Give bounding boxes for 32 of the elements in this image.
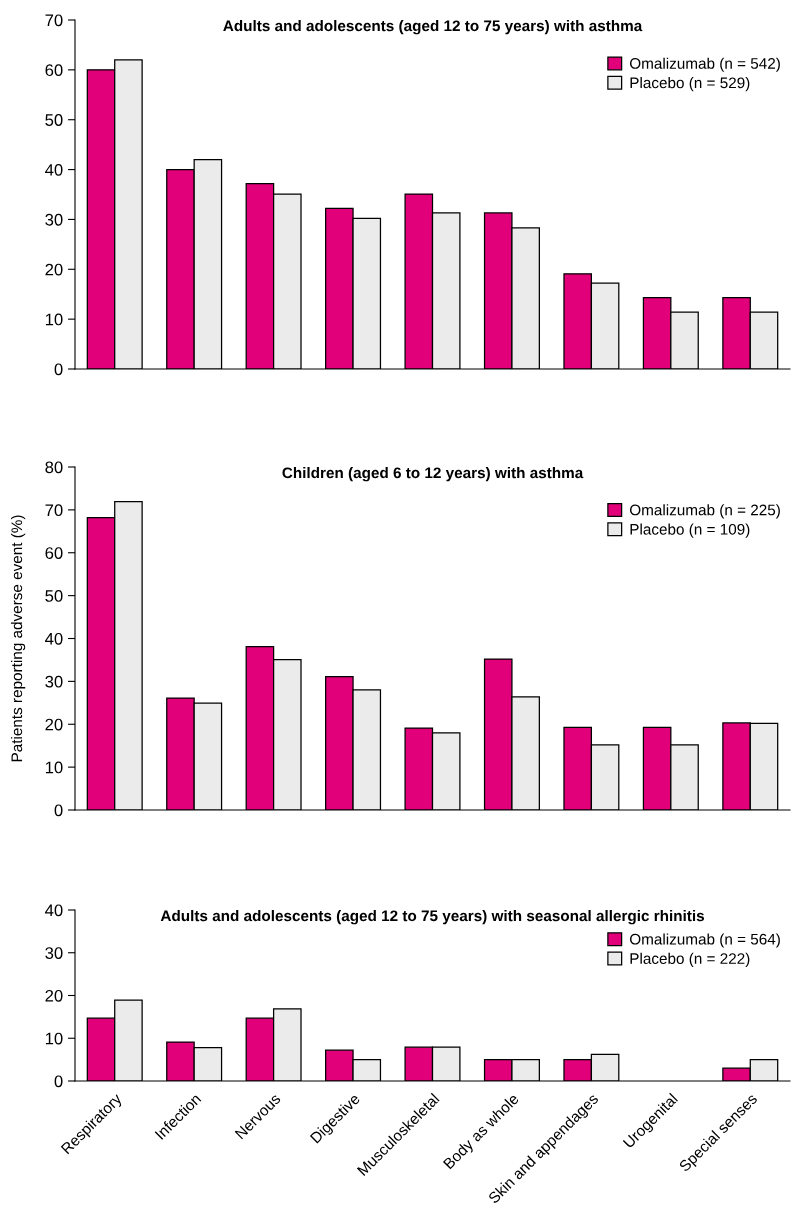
y-axis-title: Patients reporting adverse event (%) bbox=[10, 515, 26, 762]
y-tick-label: 0 bbox=[54, 363, 63, 376]
chart-title: Children (aged 6 to 12 years) with asthma bbox=[282, 467, 584, 482]
y-tick-label: 30 bbox=[45, 213, 63, 226]
legend-label: Placebo (n = 529) bbox=[630, 76, 750, 92]
y-tick-label: 60 bbox=[45, 547, 63, 559]
y-tick-label: 30 bbox=[45, 675, 63, 688]
y-tick-label: 30 bbox=[45, 947, 63, 959]
legend-label: Omalizumab (n = 542) bbox=[630, 57, 780, 72]
legend-label: Omalizumab (n = 564) bbox=[630, 933, 780, 948]
y-tick-label: 70 bbox=[45, 14, 63, 27]
y-tick-label: 0 bbox=[54, 804, 63, 817]
y-tick-label: 0 bbox=[54, 1075, 63, 1088]
y-tick-label: 40 bbox=[45, 632, 63, 645]
y-tick-label: 10 bbox=[45, 761, 63, 774]
y-tick-label: 50 bbox=[45, 114, 63, 126]
legend-label: Placebo (n = 222) bbox=[630, 952, 750, 967]
y-tick-label: 10 bbox=[45, 313, 63, 326]
y-tick-label: 40 bbox=[45, 163, 63, 176]
legend-label: Omalizumab (n = 225) bbox=[630, 504, 780, 519]
y-tick-label: 50 bbox=[45, 590, 63, 602]
y-tick-label: 20 bbox=[45, 989, 63, 1002]
y-tick-label: 20 bbox=[45, 718, 63, 731]
y-tick-label: 40 bbox=[45, 904, 63, 917]
y-tick-label: 20 bbox=[45, 263, 63, 276]
y-tick-label: 70 bbox=[45, 504, 63, 517]
y-tick-label: 80 bbox=[45, 461, 63, 474]
y-tick-label: 10 bbox=[45, 1032, 63, 1045]
chart-title: Adults and adolescents (aged 12 to 75 years) with seasonal allergic rhinitis bbox=[160, 910, 705, 925]
legend-label: Placebo (n = 109) bbox=[630, 523, 750, 538]
chart-title: Adults and adolescents (aged 12 to 75 years) with asthma bbox=[223, 20, 643, 35]
y-tick-label: 60 bbox=[45, 64, 63, 77]
